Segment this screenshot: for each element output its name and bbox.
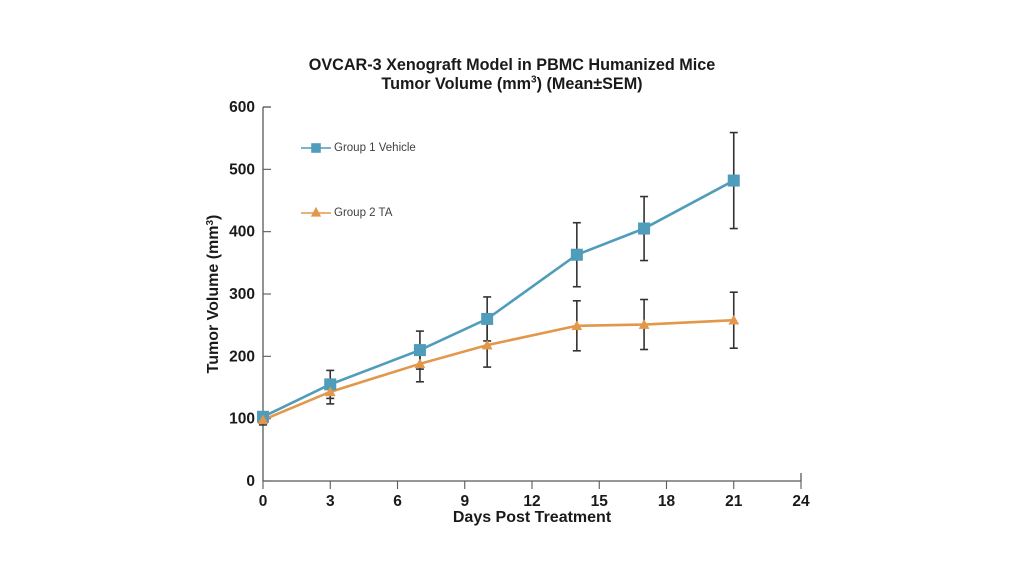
svg-text:400: 400 xyxy=(229,224,255,241)
svg-text:Group 1 Vehicle: Group 1 Vehicle xyxy=(334,142,416,154)
svg-text:Tumor Volume (mm3): Tumor Volume (mm3) xyxy=(205,215,223,374)
svg-text:21: 21 xyxy=(725,493,743,510)
svg-text:9: 9 xyxy=(460,493,469,510)
svg-text:6: 6 xyxy=(393,493,402,510)
svg-text:0: 0 xyxy=(259,493,268,510)
svg-text:3: 3 xyxy=(326,493,335,510)
svg-text:300: 300 xyxy=(229,286,255,303)
svg-text:18: 18 xyxy=(658,493,676,510)
svg-text:100: 100 xyxy=(229,411,255,428)
svg-text:600: 600 xyxy=(229,99,255,116)
svg-text:Group 2 TA: Group 2 TA xyxy=(334,207,393,219)
svg-text:Days Post Treatment: Days Post Treatment xyxy=(453,509,612,526)
svg-text:500: 500 xyxy=(229,161,255,178)
svg-text:12: 12 xyxy=(523,493,540,510)
svg-text:0: 0 xyxy=(246,473,255,490)
svg-text:200: 200 xyxy=(229,348,255,365)
svg-text:24: 24 xyxy=(792,493,810,510)
svg-text:15: 15 xyxy=(591,493,609,510)
